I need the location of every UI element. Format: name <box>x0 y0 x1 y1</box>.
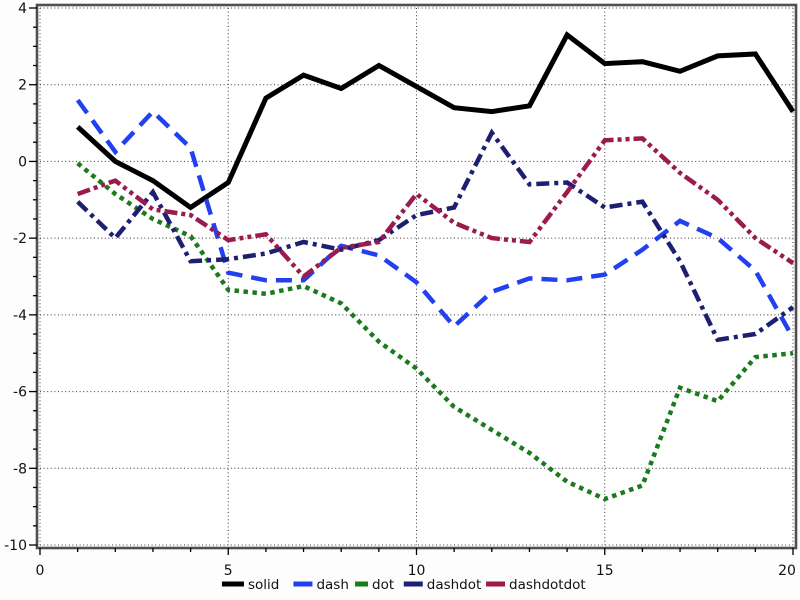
x-tick-label: 20 <box>778 563 796 579</box>
y-tick-label: -6 <box>13 385 27 401</box>
x-tick-label: 5 <box>224 563 233 579</box>
series-line-dashdot <box>76 128 795 343</box>
legend-item-dashdot: dashdot <box>403 577 482 593</box>
y-tick-label: 0 <box>18 154 27 170</box>
axis-ticks <box>29 7 794 555</box>
x-tick-label: 15 <box>596 563 614 579</box>
series-line-dashdotdot <box>76 136 795 280</box>
legend-label-dash: dash <box>316 577 348 593</box>
y-tick-label: -8 <box>13 461 27 477</box>
legend-label-dashdot: dashdot <box>427 577 482 593</box>
y-tick-label: -10 <box>4 538 27 554</box>
y-tick-label: -4 <box>13 308 27 324</box>
legend-label-dot: dot <box>372 577 394 593</box>
series-line-dot <box>76 161 794 502</box>
legend-label-solid: solid <box>248 577 279 593</box>
x-tick-label: 0 <box>36 563 45 579</box>
x-tick-label: 10 <box>408 563 426 579</box>
y-tick-label: 2 <box>18 78 27 94</box>
y-tick-label: 4 <box>18 1 27 17</box>
y-tick-label: -2 <box>13 231 27 247</box>
legend-item-dashdotdot: dashdotdot <box>486 577 586 593</box>
plot-background <box>37 5 796 548</box>
legend-item-solid: solid <box>221 577 279 593</box>
legend-label-dashdotdot: dashdotdot <box>509 577 586 593</box>
legend-item-dot: dot <box>355 577 394 593</box>
legend: solid dash dot dashdot dashdotdot <box>221 577 586 593</box>
series-line-solid <box>76 31 796 211</box>
legend-item-dash: dash <box>293 577 349 593</box>
